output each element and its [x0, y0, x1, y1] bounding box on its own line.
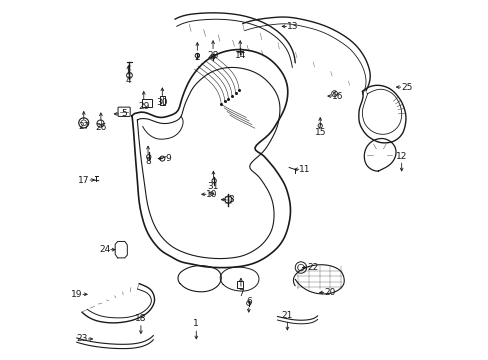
Text: 23: 23 — [77, 334, 88, 343]
Text: 10: 10 — [206, 190, 217, 199]
Text: 17: 17 — [78, 176, 90, 185]
Text: 31: 31 — [207, 181, 219, 190]
Text: 26: 26 — [95, 123, 106, 132]
Text: 11: 11 — [299, 165, 310, 174]
FancyBboxPatch shape — [118, 107, 130, 116]
Text: 27: 27 — [78, 122, 89, 131]
Text: 5: 5 — [122, 109, 127, 118]
Text: 2: 2 — [194, 53, 200, 62]
Text: 9: 9 — [165, 154, 171, 163]
Text: 18: 18 — [135, 314, 146, 323]
Text: 12: 12 — [395, 152, 407, 161]
Text: 1: 1 — [193, 319, 199, 328]
Text: 28: 28 — [207, 51, 218, 60]
Text: 24: 24 — [99, 245, 110, 254]
Text: 3: 3 — [228, 195, 234, 204]
Text: 22: 22 — [306, 263, 318, 272]
Text: 16: 16 — [332, 91, 343, 100]
Text: 8: 8 — [145, 157, 151, 166]
Text: 14: 14 — [234, 51, 245, 60]
Text: 6: 6 — [245, 297, 251, 306]
Text: 13: 13 — [286, 22, 298, 31]
Text: 4: 4 — [125, 76, 131, 85]
Text: 21: 21 — [281, 311, 292, 320]
Text: 20: 20 — [324, 288, 335, 297]
Bar — [236, 281, 243, 288]
Text: 7: 7 — [238, 289, 244, 298]
Text: 25: 25 — [400, 83, 411, 92]
Text: 19: 19 — [71, 290, 82, 299]
Bar — [160, 96, 165, 105]
Bar — [142, 99, 152, 107]
Text: 29: 29 — [138, 102, 149, 111]
Text: 15: 15 — [314, 128, 325, 137]
Text: 30: 30 — [156, 98, 168, 107]
